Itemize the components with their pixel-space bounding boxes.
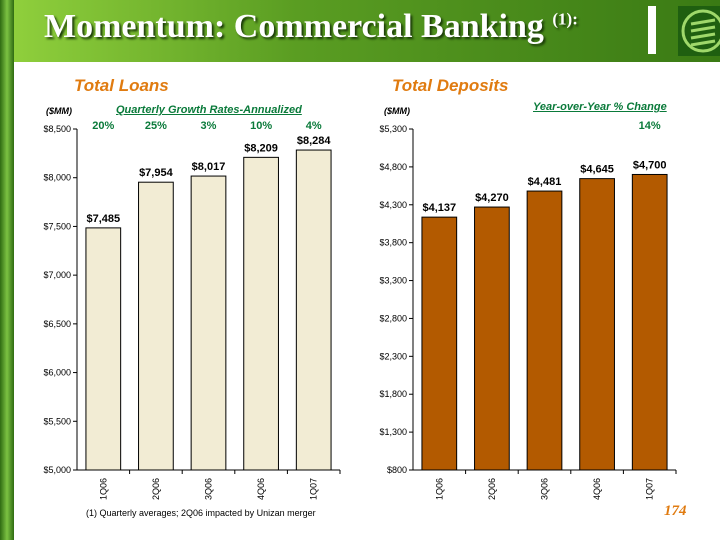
- deposits-bar: [526, 190, 563, 471]
- deposits-value-label: $4,645: [580, 164, 614, 176]
- deposits-y-tick-label: $2,300: [379, 351, 407, 361]
- loans-bar: [243, 156, 279, 471]
- banner-divider: [648, 6, 656, 54]
- loans-bar: [85, 227, 122, 471]
- bank-logo-icon: [678, 6, 720, 56]
- deposits-value-label: $4,137: [422, 202, 456, 214]
- loans-category-label: 3Q06: [204, 478, 214, 500]
- deposits-category-label: 4Q06: [592, 478, 602, 500]
- deposits-y-tick-label: $800: [387, 465, 407, 475]
- deposits-y-tick-label: $1,300: [379, 427, 407, 437]
- deposits-value-label: $4,700: [633, 159, 667, 171]
- deposits-category-label: 1Q07: [645, 478, 655, 500]
- loans-category-label: 2Q06: [151, 478, 161, 500]
- loans-bar: [190, 175, 227, 471]
- left-accent-stripe: [0, 0, 14, 540]
- deposits-bar: [421, 216, 458, 471]
- deposits-yoy-rate: 14%: [638, 120, 661, 132]
- loans-growth-rate: 4%: [305, 120, 322, 132]
- loans-growth-rate: 20%: [92, 120, 115, 132]
- deposits-value-label: $4,481: [528, 176, 562, 188]
- deposits-yoy-title: Year-over-Year % Change: [533, 101, 667, 113]
- deposits-y-tick-label: $4,300: [379, 200, 407, 210]
- loans-y-tick-label: $6,000: [43, 368, 71, 378]
- deposits-unit-label: ($MM): [384, 106, 410, 116]
- loans-value-label: $8,209: [244, 142, 278, 154]
- deposits-bar: [579, 178, 615, 471]
- loans-y-tick-label: $7,000: [43, 270, 71, 280]
- loans-category-label: 4Q06: [256, 478, 266, 500]
- loans-bar: [138, 181, 174, 471]
- page-number: 174: [664, 503, 687, 519]
- loans-y-tick-label: $5,000: [43, 465, 71, 475]
- deposits-bar-chart: $800 $1,300 $1,800 $2,300 $2,800 $3,300 $3,800…: [379, 124, 677, 500]
- deposits-bar: [631, 173, 668, 471]
- page-title: Momentum: Commercial Banking (1):: [44, 8, 578, 45]
- loans-value-label: $8,284: [297, 135, 332, 147]
- loans-value-label: $7,485: [86, 213, 120, 225]
- loans-category-label: 1Q06: [98, 478, 108, 500]
- deposits-y-tick-label: $5,300: [379, 124, 407, 134]
- loans-y-tick-label: $5,500: [43, 416, 71, 426]
- loans-y-tick-label: $8,500: [43, 124, 71, 134]
- deposits-y-tick-label: $3,300: [379, 276, 407, 286]
- loans-category-label: 1Q07: [309, 478, 319, 500]
- loans-value-label: $8,017: [192, 161, 226, 173]
- deposits-category-label: 2Q06: [487, 478, 497, 500]
- loans-y-tick-label: $6,500: [43, 319, 71, 329]
- loans-growth-rate: 25%: [144, 120, 167, 132]
- deposits-y-tick-label: $1,800: [379, 389, 407, 399]
- loans-bar: [295, 149, 332, 471]
- deposits-y-tick-label: $2,800: [379, 313, 407, 323]
- loans-y-tick-label: $8,000: [43, 173, 71, 183]
- loans-y-tick-label: $7,500: [43, 221, 71, 231]
- deposits-y-tick-label: $4,800: [379, 162, 407, 172]
- title-footnote-mark: (1):: [552, 9, 578, 29]
- loans-value-label: $7,954: [139, 167, 174, 179]
- deposits-y-tick-label: $3,800: [379, 238, 407, 248]
- loans-bar-chart: $5,000 $5,500 $6,000 $6,500 $7,000 $7,500 $8,0…: [43, 124, 341, 500]
- loans-growth-title: Quarterly Growth Rates-Annualized: [116, 104, 302, 116]
- loans-growth-rate: 3%: [200, 120, 217, 132]
- deposits-chart-title: Total Deposits: [392, 76, 509, 95]
- deposits-bar: [474, 206, 510, 471]
- loans-unit-label: ($MM): [46, 106, 72, 116]
- loans-growth-rate: 10%: [250, 120, 273, 132]
- loans-chart-title: Total Loans: [74, 76, 169, 95]
- deposits-value-label: $4,270: [475, 192, 509, 204]
- deposits-category-label: 3Q06: [540, 478, 550, 500]
- deposits-category-label: 1Q06: [434, 478, 444, 500]
- title-banner: Momentum: Commercial Banking (1):: [14, 0, 720, 62]
- footnote: (1) Quarterly averages; 2Q06 impacted by…: [86, 508, 316, 518]
